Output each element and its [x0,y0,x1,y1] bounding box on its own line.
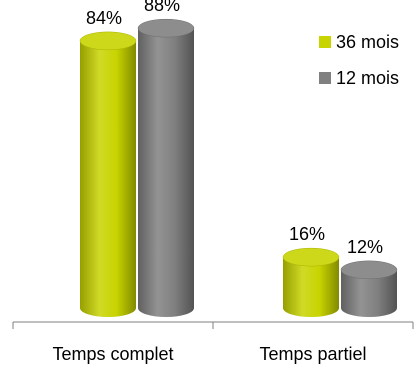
bars-layer [79,18,398,317]
legend-swatch [319,36,331,48]
x-tick-label: Temps complet [52,344,173,364]
legend-item: 12 mois [319,68,399,88]
data-label: 16% [289,224,325,244]
x-axis: Temps complet Temps partiel [12,321,414,364]
legend-swatch [319,72,331,84]
data-labels-layer: 84% 88% 16% 12% [86,0,383,257]
data-label: 84% [86,8,122,28]
legend-label: 12 mois [336,68,399,88]
legend-item: 36 mois [319,32,399,52]
bar-series1-cat2 [282,247,340,317]
bar-series2-cat1 [137,18,195,317]
legend-label: 36 mois [336,32,399,52]
x-tick-label: Temps partiel [259,344,366,364]
bar-series1-cat1 [79,31,137,317]
data-label: 88% [144,0,180,15]
legend: 36 mois 12 mois [319,32,399,88]
data-label: 12% [347,237,383,257]
bar-series2-cat2 [340,260,398,317]
